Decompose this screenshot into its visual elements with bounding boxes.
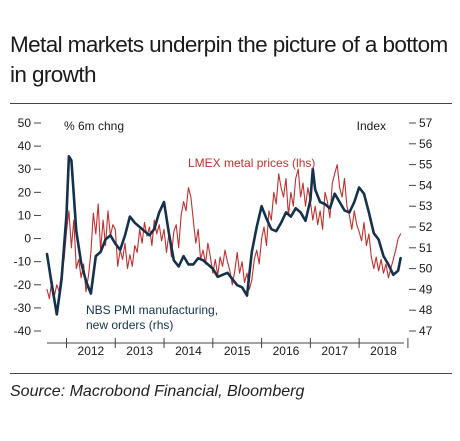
x-tick-label: 2018	[370, 344, 397, 358]
left-tick-label: -20	[14, 278, 32, 292]
pmi-series-label-line2: new orders (rhs)	[86, 318, 173, 332]
right-tick-label: 57	[419, 116, 433, 130]
annotations: LMEX metal prices (lhs) NBS PMI manufact…	[86, 156, 315, 332]
lmex-metal-prices-line	[46, 164, 402, 300]
right-tick-label: 55	[419, 158, 433, 172]
nbs-pmi-new-orders-line	[45, 155, 402, 316]
left-axis-label: % 6m chng	[64, 119, 124, 133]
left-tick-label: -10	[14, 255, 32, 269]
right-tick-label: 51	[419, 241, 433, 255]
right-tick-label: 50	[419, 262, 433, 276]
left-tick-label: -30	[14, 301, 32, 315]
left-tick-label: 10	[18, 208, 32, 222]
left-tick-label: 50	[18, 116, 32, 130]
x-tick-label: 2017	[321, 344, 348, 358]
left-tick-label: 20	[18, 185, 32, 199]
chart-area: % 6m chng Index 50403020100-10-20-30-405…	[14, 116, 433, 358]
lmex-series-label: LMEX metal prices (lhs)	[188, 156, 315, 170]
left-tick-label: 40	[18, 139, 32, 153]
right-tick-label: 47	[419, 324, 433, 338]
x-tick-label: 2012	[78, 344, 105, 358]
title-divider	[10, 103, 452, 104]
right-tick-label: 49	[419, 282, 433, 296]
chart-title: Metal markets underpin the picture of a …	[10, 32, 448, 87]
right-tick-label: 53	[419, 199, 433, 213]
x-tick-label: 2016	[273, 344, 300, 358]
left-tick-label: 30	[18, 162, 32, 176]
left-tick-label: 0	[24, 232, 31, 246]
series-layer	[45, 155, 402, 316]
x-tick-label: 2013	[126, 344, 153, 358]
source-note: Source: Macrobond Financial, Bloomberg	[10, 383, 305, 400]
right-axis-label: Index	[357, 119, 386, 133]
right-tick-label: 52	[419, 220, 433, 234]
x-tick-label: 2014	[175, 344, 202, 358]
x-tick-label: 2015	[224, 344, 251, 358]
axes: 50 40 30 20 10 0 -10 -20 -30 -40 57 56 55 54 53 52 51 50 4…	[14, 116, 433, 358]
right-tick-label: 56	[419, 137, 433, 151]
pmi-series-label-line1: NBS PMI manufacturing,	[86, 303, 218, 317]
right-tick-label: 54	[419, 178, 433, 192]
source-divider	[10, 373, 452, 374]
right-tick-label: 48	[419, 303, 433, 317]
left-tick-label: -40	[14, 324, 32, 338]
